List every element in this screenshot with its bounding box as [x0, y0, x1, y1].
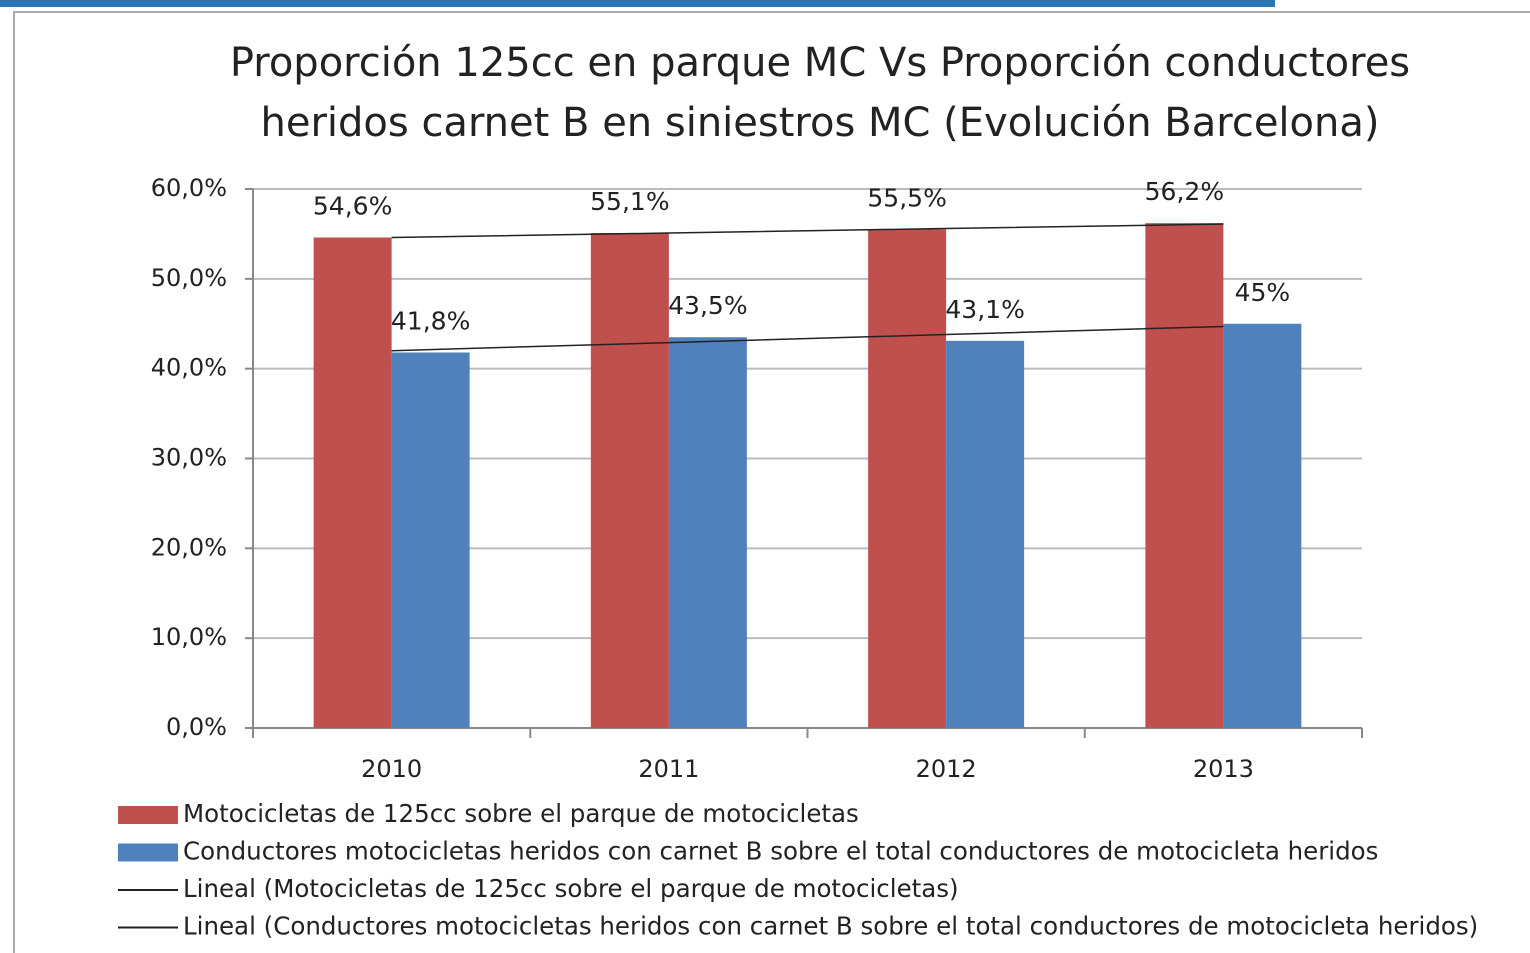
data-label: 54,6% [313, 192, 392, 221]
y-tick-label: 40,0% [151, 354, 227, 382]
legend-label: Motocicletas de 125cc sobre el parque de… [183, 799, 859, 828]
legend-label: Lineal (Motocicletas de 125cc sobre el p… [183, 874, 959, 903]
x-tick-label: 2010 [361, 755, 422, 783]
bar [590, 233, 669, 729]
data-label: 43,1% [945, 295, 1024, 324]
chart-frame [13, 11, 1530, 953]
data-label: 55,5% [867, 183, 946, 212]
bar [946, 340, 1025, 728]
legend-label: Lineal (Conductores motocicletas heridos… [183, 912, 1478, 941]
chart-title: Proporción 125cc en parque MC Vs Proporc… [230, 40, 1410, 86]
x-tick-label: 2013 [1193, 755, 1254, 783]
bar [313, 237, 392, 728]
bar [1223, 323, 1302, 728]
legend-swatch [118, 843, 178, 862]
data-label: 41,8% [391, 306, 470, 335]
legend-label: Conductores motocicletas heridos con car… [183, 837, 1378, 866]
data-label: 45% [1235, 278, 1291, 307]
y-tick-label: 60,0% [151, 174, 227, 202]
y-tick-label: 0,0% [166, 713, 227, 741]
legend-swatch [118, 806, 178, 824]
x-tick-label: 2012 [916, 755, 977, 783]
chart-title: heridos carnet B en siniestros MC (Evolu… [261, 100, 1380, 146]
top-bar [0, 0, 1275, 7]
y-tick-label: 20,0% [151, 533, 227, 561]
bar [1145, 223, 1224, 729]
data-label: 56,2% [1145, 177, 1224, 206]
bar [868, 229, 947, 729]
data-label: 55,1% [590, 187, 669, 216]
bar [391, 352, 470, 728]
trend-line [391, 325, 1224, 352]
bar [668, 337, 747, 728]
data-label: 43,5% [668, 291, 747, 320]
y-tick-label: 50,0% [151, 264, 227, 292]
trend-line [391, 223, 1224, 239]
y-tick-label: 10,0% [151, 623, 227, 651]
y-tick-label: 30,0% [151, 444, 227, 472]
x-tick-label: 2011 [638, 755, 699, 783]
